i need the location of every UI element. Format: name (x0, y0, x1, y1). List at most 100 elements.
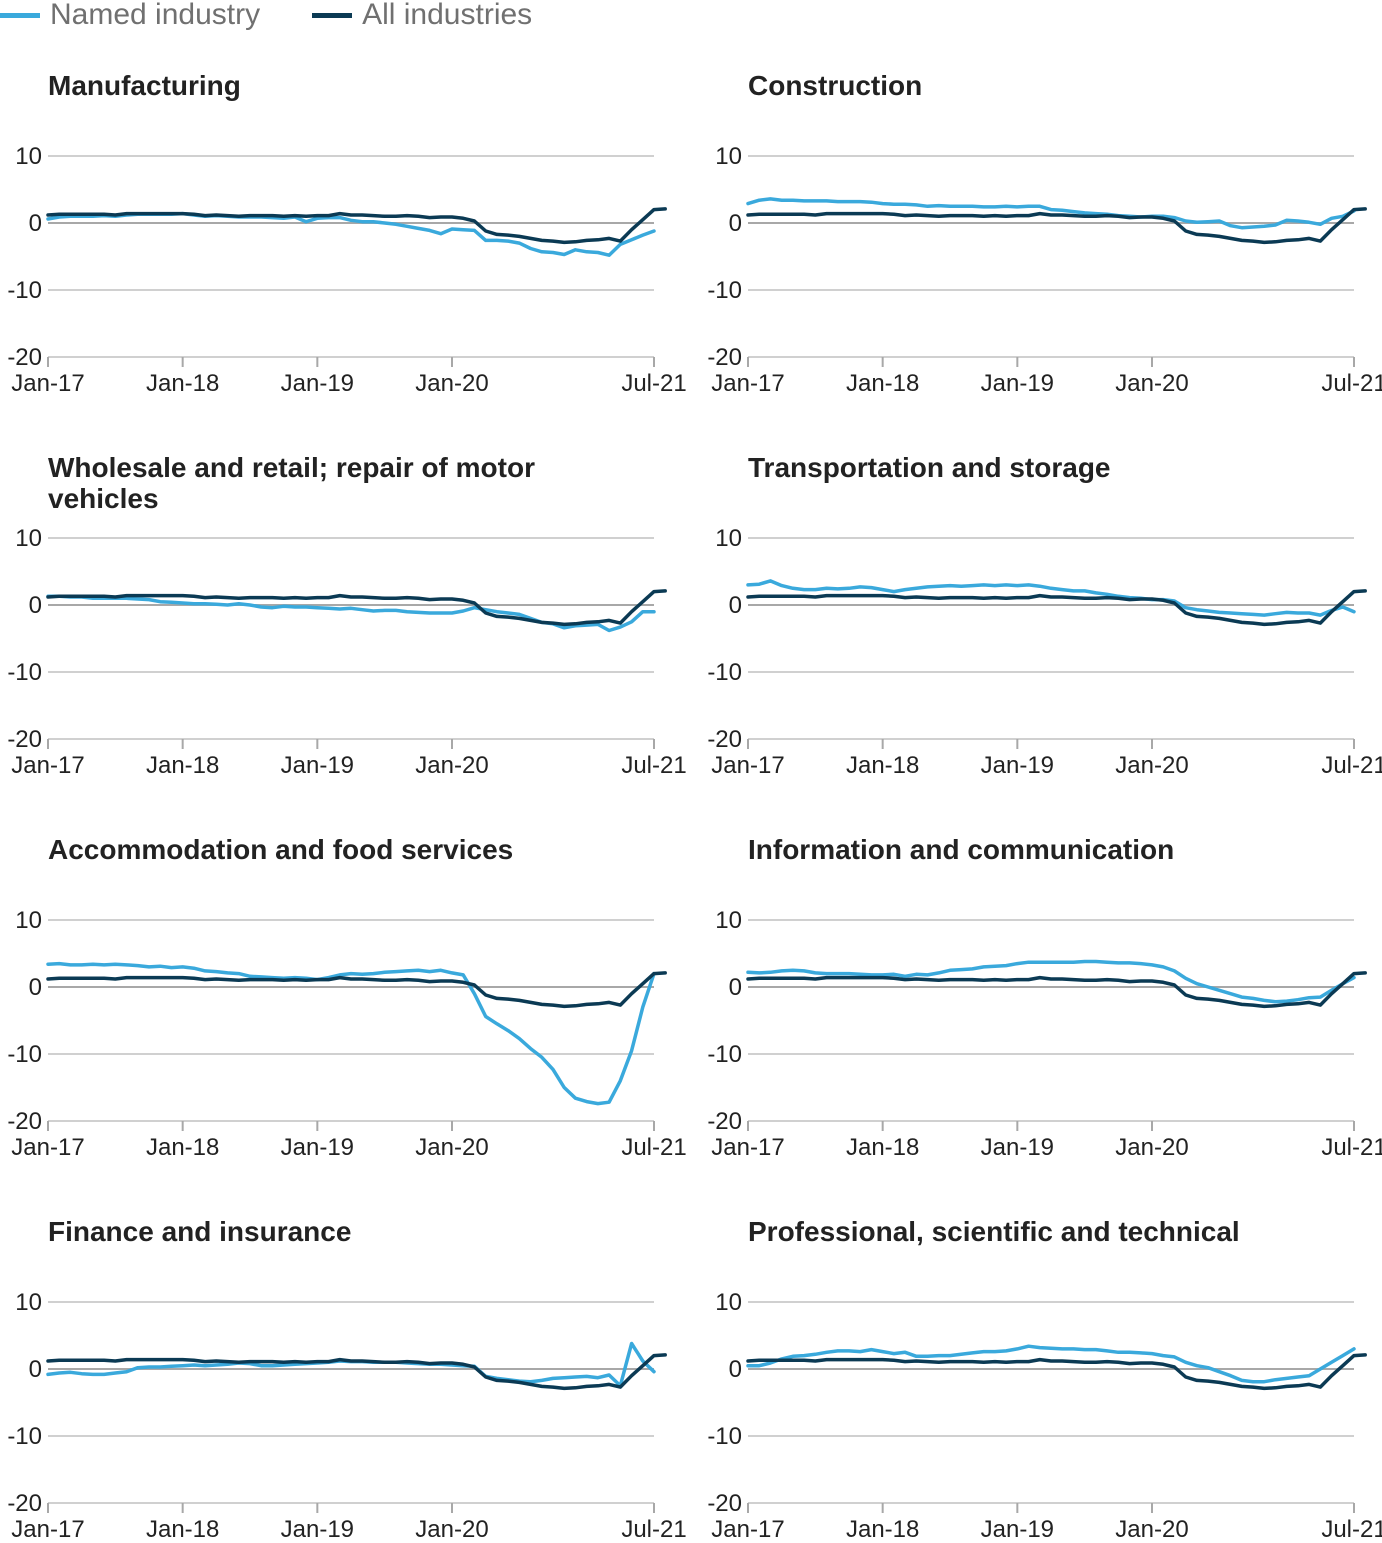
x-tick-label: Jan-18 (146, 752, 219, 779)
legend-swatch-all (312, 12, 353, 18)
y-tick-label: -10 (7, 277, 42, 304)
x-tick-label: Jan-17 (11, 1134, 84, 1161)
y-tick-label: 10 (715, 907, 742, 934)
x-tick-label: Jan-20 (415, 370, 488, 397)
x-tick-label: Jan-18 (146, 1516, 219, 1543)
y-tick-label: 10 (15, 143, 42, 170)
x-tick-label: Jan-17 (711, 370, 784, 397)
x-tick-label: Jan-17 (11, 1516, 84, 1543)
x-tick-label: Jan-20 (1115, 752, 1188, 779)
x-tick-label: Jan-19 (981, 370, 1054, 397)
series-line-named-industry (746, 579, 1356, 617)
y-tick-label: -20 (7, 344, 42, 371)
x-tick-label: Jan-20 (415, 1134, 488, 1161)
series-line-all-industries (46, 207, 667, 245)
x-tick-label: Jan-17 (11, 370, 84, 397)
y-tick-label: -10 (707, 1423, 742, 1450)
series-line-named-industry (746, 1344, 1356, 1384)
y-tick-label: 0 (729, 210, 742, 237)
series-line-named-industry (746, 197, 1356, 230)
x-tick-label: Jan-19 (281, 370, 354, 397)
chart-title: Transportation and storage (748, 452, 1111, 483)
chart-title: Information and communication (748, 834, 1175, 865)
x-tick-label: Jan-20 (415, 1516, 488, 1543)
y-tick-label: -20 (707, 1490, 742, 1517)
y-tick-label: 0 (729, 974, 742, 1001)
x-tick-label: Jan-18 (846, 752, 919, 779)
y-tick-label: -20 (7, 1490, 42, 1517)
x-tick-label: Jul-21 (621, 752, 686, 779)
chart-title: Wholesale and retail; repair of motor ve… (48, 452, 535, 514)
x-tick-label: Jan-18 (846, 1516, 919, 1543)
legend-label-named: Named industry (50, 0, 261, 31)
y-tick-label: -20 (707, 344, 742, 371)
y-tick-label: -20 (7, 1108, 42, 1135)
x-tick-label: Jan-19 (281, 1134, 354, 1161)
y-tick-label: -20 (707, 1108, 742, 1135)
x-tick-label: Jul-21 (1321, 752, 1382, 779)
y-tick-label: 10 (15, 907, 42, 934)
y-tick-label: 10 (15, 1289, 42, 1316)
y-tick-label: 10 (15, 525, 42, 552)
chart-title: Finance and insurance (48, 1216, 352, 1247)
chart-panel: Professional, scientific and technical 1… (700, 1216, 1382, 1543)
series-line-all-industries (746, 971, 1367, 1009)
legend-item-all: All industries (312, 0, 532, 32)
x-tick-label: Jul-21 (621, 370, 686, 397)
x-tick-label: Jan-17 (711, 1134, 784, 1161)
x-tick-label: Jan-20 (1115, 1134, 1188, 1161)
chart-title: Manufacturing (48, 70, 241, 101)
chart-panel: Manufacturing 10 0 -10 -20 Jan-17 Jan-18 Jan-1… (0, 70, 700, 410)
x-tick-label: Jan-20 (1115, 1516, 1188, 1543)
legend: Named industry All industries (0, 0, 584, 32)
x-tick-label: Jan-18 (146, 370, 219, 397)
x-tick-label: Jan-17 (11, 752, 84, 779)
y-tick-label: 10 (715, 525, 742, 552)
x-tick-label: Jan-17 (711, 752, 784, 779)
y-tick-label: 0 (729, 1356, 742, 1383)
y-tick-label: 0 (729, 592, 742, 619)
y-tick-label: 0 (29, 592, 42, 619)
series-line-all-industries (46, 971, 667, 1009)
x-tick-label: Jan-19 (281, 752, 354, 779)
series-line-all-industries (46, 589, 667, 627)
legend-label-all: All industries (362, 0, 533, 31)
chart-title: Construction (748, 70, 923, 101)
chart-panel: Transportation and storage 10 0 -10 -20 Jan-… (700, 452, 1382, 792)
series-line-named-industry (46, 211, 656, 257)
y-tick-label: 10 (715, 143, 742, 170)
y-tick-label: 10 (715, 1289, 742, 1316)
x-tick-label: Jan-20 (415, 752, 488, 779)
series-line-named-industry (746, 959, 1356, 1004)
chart-panel: Finance and insurance 10 0 -10 -20 Jan-17 Jan… (0, 1216, 700, 1543)
x-tick-label: Jan-20 (1115, 370, 1188, 397)
series-line-all-industries (746, 589, 1367, 627)
y-tick-label: -10 (707, 659, 742, 686)
x-tick-label: Jan-19 (981, 1134, 1054, 1161)
y-tick-label: 0 (29, 1356, 42, 1383)
series-line-named-industry (46, 1341, 656, 1388)
chart-panel: Information and communication 10 0 -10 -20 J… (700, 834, 1382, 1174)
x-tick-label: Jan-19 (281, 1516, 354, 1543)
x-tick-label: Jan-18 (146, 1134, 219, 1161)
series-line-all-industries (46, 1353, 667, 1391)
legend-swatch-named (0, 12, 40, 18)
y-tick-label: -10 (707, 1041, 742, 1068)
y-tick-label: -10 (7, 1041, 42, 1068)
y-tick-label: 0 (29, 210, 42, 237)
y-tick-label: -20 (707, 726, 742, 753)
y-tick-label: -20 (7, 726, 42, 753)
x-tick-label: Jan-18 (846, 1134, 919, 1161)
x-tick-label: Jul-21 (621, 1516, 686, 1543)
chart-title: Professional, scientific and technical (748, 1216, 1240, 1247)
x-tick-label: Jan-19 (981, 752, 1054, 779)
y-tick-label: -10 (707, 277, 742, 304)
x-tick-label: Jan-17 (711, 1516, 784, 1543)
